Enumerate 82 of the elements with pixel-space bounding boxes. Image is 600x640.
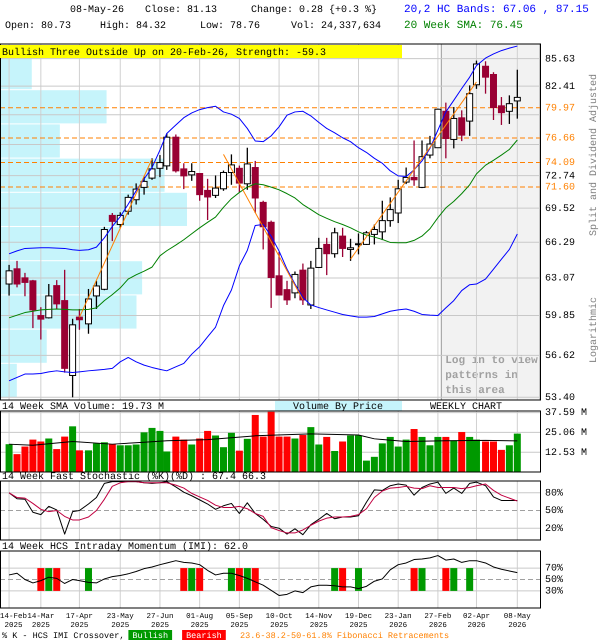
line-series [8, 139, 518, 318]
text: Logarithmic [588, 296, 600, 364]
ref-line-label: 76.66 [545, 134, 576, 145]
chart-title: Bullish Three Outside Up on 20-Feb-26, Strength: -59.3 [2, 47, 326, 59]
y-tick-label: 12.53 M [545, 448, 588, 459]
candlestick [140, 176, 148, 196]
y-tick-label: 82.41 [545, 82, 576, 93]
candlestick [323, 237, 330, 276]
text: 23.6-38.2-50-61.8% Fibonacci Retracements [240, 631, 450, 640]
candlestick [458, 110, 466, 142]
y-tick-label: 66.29 [545, 238, 576, 249]
candlestick [45, 283, 52, 320]
bar [331, 450, 338, 472]
candlestick [188, 162, 196, 182]
text: Low: 78.76 [200, 21, 260, 32]
text: 20 Week SMA: 76.45 [404, 20, 523, 32]
candlestick [410, 140, 418, 186]
bar [45, 438, 52, 472]
y-tick-label: 20% [545, 524, 564, 535]
legend-title: % K - HCS IMI Crossover, [2, 631, 124, 640]
band-label: Log in to view patterns in this area [445, 355, 538, 397]
candlestick [6, 264, 13, 296]
text: Open: 80.73 [5, 21, 72, 32]
candlestick [347, 238, 354, 262]
text: High: 84.32 [100, 20, 166, 32]
candlestick [76, 308, 83, 330]
bar [76, 450, 83, 472]
text: 20,2 HC Bands: 67.06 , 87.15 [404, 4, 589, 16]
text: Close: 81.13 [145, 4, 218, 16]
bar [69, 426, 76, 472]
bar [450, 440, 458, 472]
candlestick [108, 212, 116, 242]
candlestick [506, 94, 513, 125]
y-tick-label: 50% [545, 506, 564, 518]
bar [410, 429, 418, 472]
bar [6, 444, 13, 472]
y-tick-label: 70% [545, 564, 564, 575]
text: Volume By Price [292, 401, 384, 413]
candlestick [450, 106, 458, 150]
bar [236, 450, 243, 472]
text: Vol: 24,337,634 [291, 20, 382, 32]
y-tick-label: 25.06 M [545, 428, 588, 440]
y-tick-label: 50% [545, 575, 564, 586]
bar [108, 444, 116, 472]
y-tick-label: 85.63 [545, 54, 576, 66]
chart-title: 14 Week SMA Volume: 19.73 M [2, 401, 164, 413]
candlestick [37, 306, 44, 340]
y-tick-label: 37.59 M [545, 408, 588, 420]
y-tick-label: 59.85 [545, 311, 576, 322]
y-tick-label: 30% [545, 586, 564, 598]
candlestick [236, 164, 243, 193]
bar [291, 438, 298, 472]
y-tick-label: 69.52 [545, 204, 576, 215]
ref-line-label: 74.09 [545, 158, 576, 170]
candlestick [339, 227, 346, 258]
bar [244, 438, 251, 472]
y-tick-label: 63.07 [545, 274, 576, 285]
text: 08-May-26 [70, 5, 124, 16]
line-series [8, 555, 518, 596]
y-tick-label: 53.40 [545, 392, 576, 404]
y-tick-label: 72.74 [545, 171, 576, 182]
bar [299, 435, 306, 472]
chart-title: 14 Week HCS Intraday Momentum (IMI): 62.0 [2, 541, 248, 553]
chart-title: 14 Week Fast Stochastic (%K)(%D) : 67.4 66.3 [2, 471, 266, 483]
y-tick-label: 56.62 [545, 350, 576, 362]
bar [442, 436, 450, 472]
ref-line-label: 71.60 [545, 182, 576, 194]
bar [339, 442, 346, 472]
line-series [8, 433, 518, 446]
y-axis-title: Split and Dividend Adjusted [588, 74, 600, 236]
bar [323, 436, 330, 472]
candlestick [244, 147, 251, 190]
candlestick [514, 69, 521, 120]
text: Bullish [132, 631, 168, 640]
text: Change: 0.28 {+0.3 %} [251, 4, 378, 16]
ref-line-label: 79.97 [545, 103, 576, 114]
annotation: WEEKLY CHART [430, 402, 502, 413]
candlestick [331, 227, 338, 258]
bar [458, 432, 466, 472]
text: Bearish [186, 631, 222, 640]
bar [188, 444, 196, 472]
y-tick-label: 80% [545, 488, 564, 500]
